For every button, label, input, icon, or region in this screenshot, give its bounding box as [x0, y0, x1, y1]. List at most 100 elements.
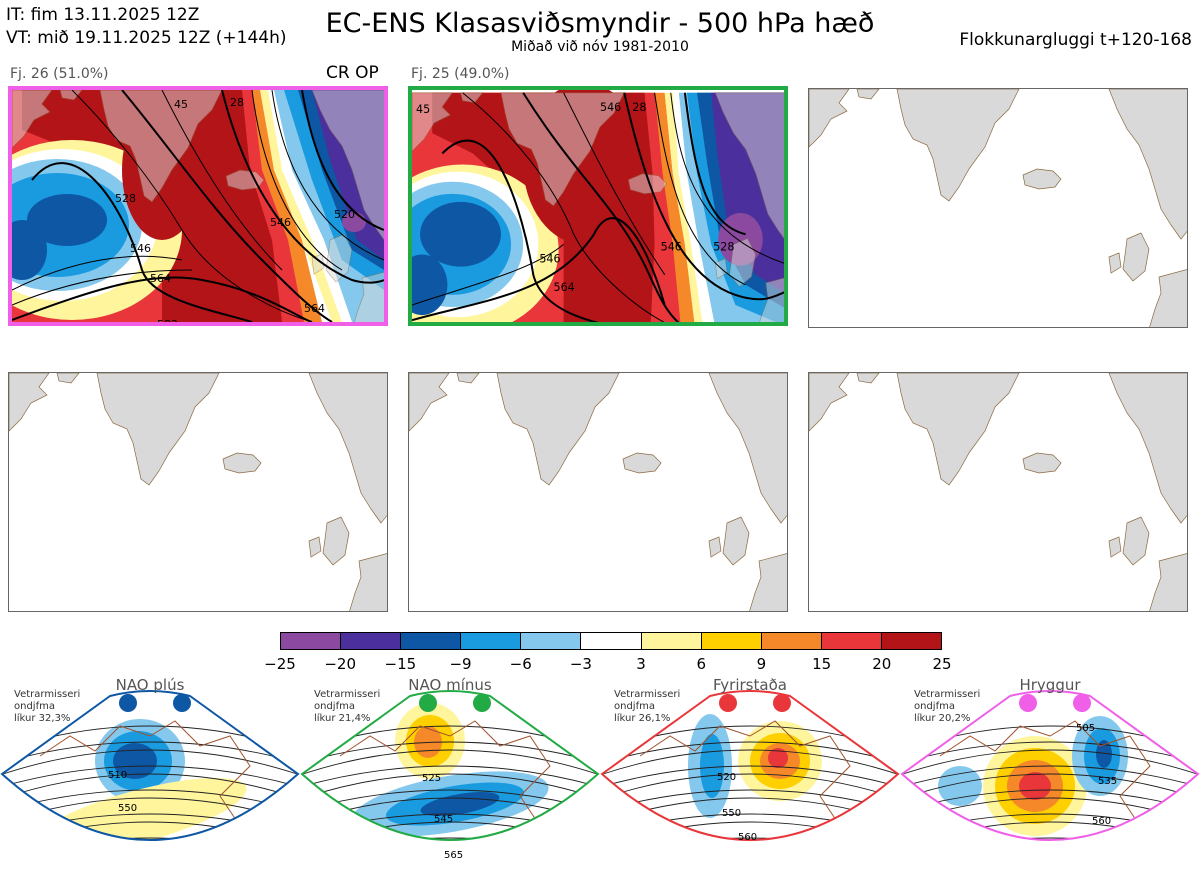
regime-schematic: 525 545 565 — [300, 690, 600, 861]
cluster-2-label: Fj. 25 (49.0%) — [411, 66, 510, 82]
colorbar-swatch — [641, 633, 702, 649]
regime-contour-label: 560 — [738, 832, 757, 843]
regime-schematic: 505 535 560 — [900, 690, 1200, 841]
contour-label: 528 — [713, 240, 734, 253]
cluster-1-anomaly-field: 528 546 564 520 546 564 582 45 28 — [12, 90, 384, 322]
colorbar-tick-label: −6 — [509, 655, 532, 673]
colorbar-swatch — [581, 633, 642, 649]
regime-note: Vetrarmisseri ondjfma líkur 20,2% — [914, 689, 980, 725]
colorbar-tick-label: −9 — [449, 655, 472, 673]
page-title: EC-ENS Klasasviðsmyndir - 500 hPa hæð — [325, 8, 875, 39]
regime-note: Vetrarmisseri ondjfma líkur 26,1% — [614, 689, 680, 725]
cluster-1-tag: CR OP — [326, 63, 379, 83]
colorbar-swatch — [821, 633, 882, 649]
regime-panel[interactable]: 520 550 560 Fyrirstaða Vetrarmisseri ondjfma l… — [600, 676, 900, 871]
regime-note-line: Vetrarmisseri — [614, 689, 681, 700]
cluster-2-map[interactable]: 45 546 564 546 528 28 546 — [408, 86, 788, 326]
valid-time: VT: mið 19.11.2025 12Z (+144h) — [6, 28, 287, 48]
regime-marker — [773, 694, 791, 712]
colorbar-tick-label: 3 — [636, 655, 646, 673]
regime-note-line: Vetrarmisseri — [914, 689, 981, 700]
colorbar-tick-label: 6 — [696, 655, 707, 673]
colorbar-tick-label: −25 — [264, 655, 296, 673]
colorbar-swatch — [281, 633, 342, 649]
empty-map-panel — [8, 372, 388, 612]
contour-label: 45 — [174, 98, 188, 111]
regime-title: Hryggur — [1019, 676, 1081, 694]
regime-note-line: líkur 32,3% — [14, 713, 71, 724]
regime-schematic: 520 550 560 — [600, 690, 900, 843]
contour-label: 28 — [632, 101, 646, 114]
colorbar-tick-label: −15 — [384, 655, 417, 673]
regime-panel[interactable]: 510 550 NAO plús Vetrarmisseri ondjfma líkur … — [0, 676, 300, 871]
regime-marker — [173, 694, 191, 712]
colorbar-tick-label: 25 — [932, 655, 952, 673]
regime-note: Vetrarmisseri ondjfma líkur 21,4% — [314, 689, 380, 725]
map-outline — [9, 373, 387, 611]
regime-contour-label: 545 — [434, 814, 453, 825]
contour-label: 564 — [304, 302, 325, 315]
colorbar-swatch — [401, 633, 462, 649]
regime-marker — [1073, 694, 1091, 712]
regime-note-line: ondjfma — [314, 701, 355, 712]
colorbar-tick-label: −20 — [324, 655, 356, 673]
cluster-2-anomaly-field: 45 546 564 546 528 28 546 — [412, 90, 784, 322]
regime-panel[interactable]: 505 535 560 Hryggur Vetrarmisseri ondjfma líku… — [900, 676, 1200, 871]
contour-label: 546 — [539, 253, 560, 266]
regime-contour-label: 565 — [444, 850, 463, 861]
regime-title: NAO plús — [115, 676, 185, 694]
regime-contour-label: 510 — [108, 770, 127, 781]
contour-label: 564 — [150, 272, 171, 285]
regime-title: NAO mínus — [408, 676, 492, 694]
header-left: IT: fim 13.11.2025 12Z VT: mið 19.11.202… — [6, 4, 287, 50]
regime-contour-label: 525 — [422, 773, 441, 784]
contour-label: 564 — [554, 281, 575, 294]
colorbar-tick-label: 9 — [756, 655, 767, 673]
regime-note-line: ondjfma — [614, 701, 655, 712]
regime-marker — [473, 694, 491, 712]
regime-marker — [419, 694, 437, 712]
empty-map-panel — [808, 88, 1188, 328]
regime-contour-label: 505 — [1076, 723, 1095, 734]
cluster-1-map[interactable]: 528 546 564 520 546 564 582 45 28 — [8, 86, 388, 326]
regime-marker — [1019, 694, 1037, 712]
colorbar-tick-label: 20 — [872, 655, 892, 673]
contour-label: 546 — [270, 216, 291, 229]
classification-window: Flokkunargluggi t+120-168 — [959, 30, 1192, 50]
regime-note-line: líkur 21,4% — [314, 713, 371, 724]
regime-contour-label: 535 — [1098, 776, 1117, 787]
regime-note-line: ondjfma — [14, 701, 55, 712]
cluster-1-label: Fj. 26 (51.0%) — [10, 66, 109, 82]
regime-note: Vetrarmisseri ondjfma líkur 32,3% — [14, 689, 80, 725]
regime-contour-label: 560 — [1092, 816, 1111, 827]
contour-label: 45 — [416, 103, 430, 116]
regime-marker — [719, 694, 737, 712]
colorbar-swatch — [881, 633, 942, 649]
contour-label: 28 — [230, 96, 244, 109]
regime-note-line: Vetrarmisseri — [14, 689, 81, 700]
contour-label: 528 — [115, 192, 136, 205]
contour-label: 582 — [157, 318, 178, 322]
regime-contour-label: 550 — [722, 808, 741, 819]
regime-contour-label: 520 — [717, 772, 736, 783]
initial-time: IT: fim 13.11.2025 12Z — [6, 5, 200, 25]
empty-map-panel — [408, 372, 788, 612]
regime-title: Fyrirstaða — [713, 676, 787, 694]
regime-contour-label: 550 — [118, 803, 137, 814]
regime-panel[interactable]: 525 545 565 NAO mínus Vetrarmisseri ondjfma lí… — [300, 676, 600, 871]
colorbar-swatch — [761, 633, 822, 649]
contour-label: 520 — [334, 208, 355, 221]
map-outline — [809, 373, 1187, 611]
map-outline — [409, 373, 787, 611]
regime-schematic: 510 550 — [0, 690, 300, 841]
colorbar-swatch — [521, 633, 582, 649]
contour-label: 546 — [130, 242, 151, 255]
colorbar-swatch — [341, 633, 402, 649]
colorbar-tick-label: 15 — [812, 655, 832, 673]
regime-note-line: líkur 20,2% — [914, 713, 971, 724]
colorbar-swatch — [701, 633, 762, 649]
map-outline — [809, 89, 1187, 327]
regime-note-line: Vetrarmisseri — [314, 689, 381, 700]
regime-note-line: ondjfma — [914, 701, 955, 712]
regime-marker — [119, 694, 137, 712]
